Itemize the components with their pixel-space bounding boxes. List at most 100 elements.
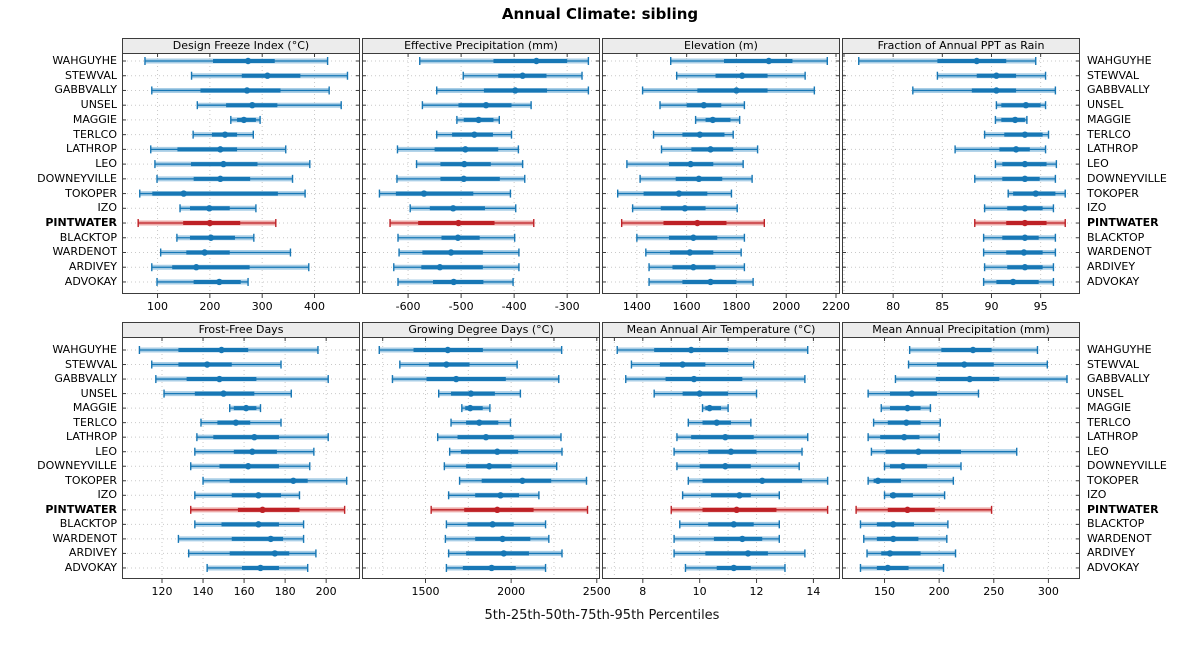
series-gabbvally xyxy=(151,86,330,95)
tick-label: 160 xyxy=(234,585,255,598)
series-advokay xyxy=(684,563,786,572)
tick-label: 2200 xyxy=(822,300,850,313)
series-blacktop xyxy=(176,233,255,242)
panel-header-frost-free-days: Frost-Free Days xyxy=(122,322,360,338)
series-wardenot xyxy=(673,534,780,543)
series-ardivey xyxy=(393,263,520,272)
site-label-left-izo: IZO xyxy=(97,201,117,215)
series-maggie xyxy=(230,115,261,124)
series-leo xyxy=(194,447,315,456)
site-label-right-downeyville: DOWNEYVILLE xyxy=(1087,459,1167,473)
series-ardivey xyxy=(673,549,806,558)
series-tokoper xyxy=(687,476,829,485)
series-terlco xyxy=(436,130,513,139)
series-downeyville xyxy=(676,462,800,471)
site-label-left-tokoper: TOKOPER xyxy=(65,186,117,200)
site-label-right-wahguyhe: WAHGUYHE xyxy=(1087,54,1152,67)
series-izo xyxy=(631,204,738,213)
series-gabbvally xyxy=(894,375,1068,384)
series-blacktop xyxy=(194,520,305,529)
tick-label: 80 xyxy=(886,300,900,313)
site-label-left-lathrop: LATHROP xyxy=(66,142,117,156)
series-blacktop xyxy=(679,520,780,529)
site-label-right-blacktop: BLACKTOP xyxy=(1087,230,1145,244)
series-downeyville xyxy=(974,174,1057,183)
series-wahguyhe xyxy=(419,57,590,65)
tick-label: 180 xyxy=(275,585,296,598)
site-label-right-izo: IZO xyxy=(1087,201,1107,215)
tick-label: 8 xyxy=(639,585,646,598)
series-downeyville xyxy=(443,462,558,471)
tick-label: -600 xyxy=(396,300,421,313)
series-advokay xyxy=(859,563,945,572)
series-pintwater xyxy=(190,505,346,514)
series-wardenot xyxy=(863,534,948,543)
site-label-right-pintwater: PINTWATER xyxy=(1087,216,1159,230)
site-label-right-izo: IZO xyxy=(1087,488,1107,502)
series-izo xyxy=(409,204,517,213)
series-blacktop xyxy=(982,233,1057,242)
panel-header-growing-degree-days-c-: Growing Degree Days (°C) xyxy=(362,322,600,338)
site-label-left-wardenot: WARDENOT xyxy=(52,245,117,259)
site-label-left-pintwater: PINTWATER xyxy=(45,502,117,516)
site-label-right-ardivey: ARDIVEY xyxy=(1087,546,1136,560)
series-ardivey xyxy=(648,263,746,272)
series-blacktop xyxy=(397,233,516,242)
series-wardenot xyxy=(177,534,305,543)
series-ardivey xyxy=(187,549,317,558)
tick-label: 200 xyxy=(316,585,337,598)
series-ardivey xyxy=(447,549,563,558)
site-label-right-tokoper: TOKOPER xyxy=(1087,473,1139,487)
site-label-left-unsel: UNSEL xyxy=(80,386,117,400)
series-terlco xyxy=(450,418,512,427)
panel-fraction-of-annual-ppt-as-rain xyxy=(842,54,1080,294)
series-maggie xyxy=(456,115,500,124)
panel-header-mean-annual-air-temperature-c-: Mean Annual Air Temperature (°C) xyxy=(602,322,840,338)
series-advokay xyxy=(445,563,547,572)
tick-label: 300 xyxy=(252,300,273,313)
panel-canvas-mean-annual-air-temperature-c- xyxy=(603,338,839,577)
tick-label: -400 xyxy=(502,300,527,313)
series-unsel xyxy=(196,101,342,110)
site-label-right-lathrop: LATHROP xyxy=(1087,142,1138,156)
site-label-left-ardivey: ARDIVEY xyxy=(68,260,117,274)
series-terlco xyxy=(687,418,752,427)
series-lathrop xyxy=(396,145,520,154)
site-label-left-izo: IZO xyxy=(97,488,117,502)
site-label-left-unsel: UNSEL xyxy=(80,98,117,112)
series-izo xyxy=(883,491,946,500)
series-tokoper xyxy=(202,476,348,485)
site-label-left-ardivey: ARDIVEY xyxy=(68,546,117,560)
series-wahguyhe xyxy=(138,346,319,354)
series-leo xyxy=(994,160,1058,169)
series-tokoper xyxy=(1007,189,1066,198)
series-gabbvally xyxy=(155,375,329,384)
series-wahguyhe xyxy=(616,346,809,354)
series-wahguyhe xyxy=(144,57,329,65)
tick-label: 2000 xyxy=(772,300,800,313)
x-axis-row-2: 120 140 160 180 200 1500 2000 2500 8 10 12 14 150 200… xyxy=(151,579,1059,598)
site-label-left-lathrop: LATHROP xyxy=(66,430,117,444)
site-label-left-wahguyhe: WAHGUYHE xyxy=(52,54,117,67)
series-gabbvally xyxy=(912,86,1057,95)
site-label-left-wahguyhe: WAHGUYHE xyxy=(52,343,117,356)
site-label-right-leo: LEO xyxy=(1087,444,1109,458)
series-wahguyhe xyxy=(858,57,1037,65)
site-label-right-unsel: UNSEL xyxy=(1087,386,1124,400)
site-label-left-terlco: TERLCO xyxy=(73,415,117,429)
series-leo xyxy=(870,447,1018,456)
site-label-left-tokoper: TOKOPER xyxy=(65,473,117,487)
series-stewval xyxy=(675,71,806,80)
series-unsel xyxy=(867,389,980,398)
series-tokoper xyxy=(458,476,588,485)
series-downeyville xyxy=(883,462,962,471)
tick-label: 100 xyxy=(147,300,168,313)
series-lathrop xyxy=(867,433,940,442)
tick-label: 90 xyxy=(984,300,998,313)
panel-header-effective-precipitation-mm-: Effective Precipitation (mm) xyxy=(362,38,600,54)
site-label-left-advokay: ADVOKAY xyxy=(64,274,117,288)
series-stewval xyxy=(630,360,755,369)
series-pintwater xyxy=(855,505,993,514)
percentiles-caption: 5th-25th-50th-75th-95th Percentiles xyxy=(484,608,720,623)
tick-label: 1600 xyxy=(673,300,701,313)
